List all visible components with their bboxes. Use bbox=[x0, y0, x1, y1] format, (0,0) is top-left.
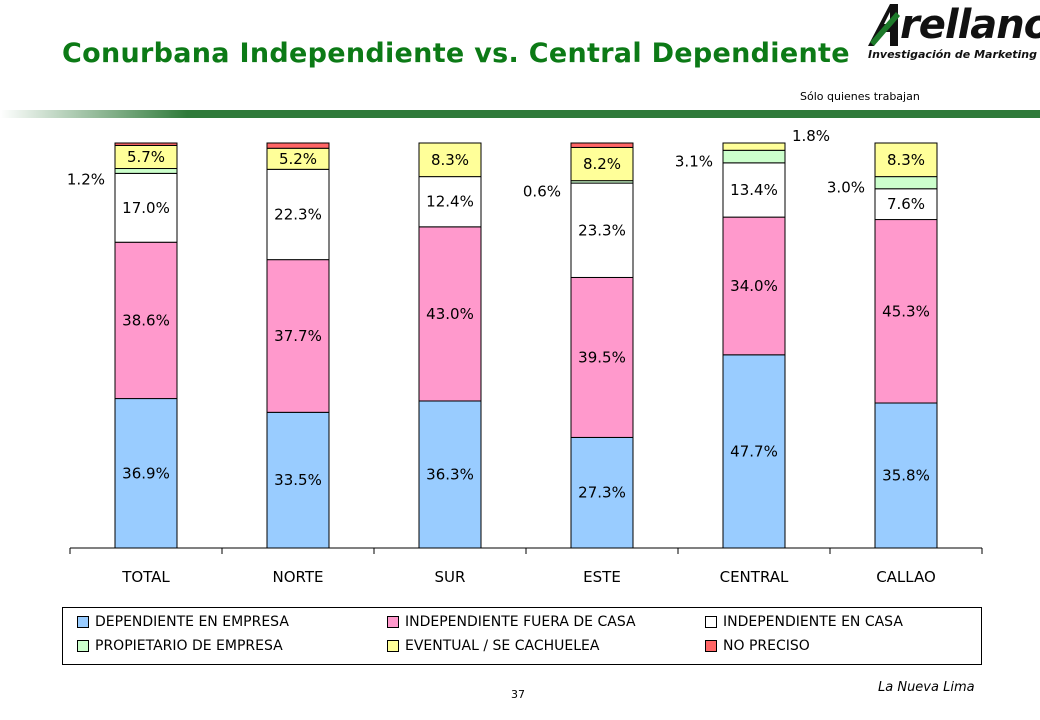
x-tick-label: NORTE bbox=[273, 568, 324, 586]
bar-segment bbox=[418, 226, 482, 402]
data-label: 45.3% bbox=[882, 302, 930, 320]
data-label: 3.0% bbox=[827, 179, 865, 197]
data-label: 8.3% bbox=[431, 151, 469, 169]
x-tick-label: SUR bbox=[435, 568, 466, 586]
bar-segment bbox=[570, 182, 634, 278]
data-label: 3.1% bbox=[675, 152, 713, 170]
data-label: 33.5% bbox=[274, 471, 322, 489]
bar-segment bbox=[874, 176, 938, 190]
bar-segment bbox=[266, 259, 330, 413]
logo-wordmark: rellano bbox=[900, 2, 1040, 48]
legend-item: PROPIETARIO DE EMPRESA bbox=[77, 638, 283, 654]
bar-segment bbox=[114, 142, 178, 146]
legend-swatch bbox=[387, 640, 399, 652]
legend-item: DEPENDIENTE EN EMPRESA bbox=[77, 614, 289, 630]
legend-item: EVENTUAL / SE CACHUELEA bbox=[387, 638, 599, 654]
bar-segment bbox=[874, 219, 938, 404]
data-label: 23.3% bbox=[578, 221, 626, 239]
legend-item: INDEPENDIENTE EN CASA bbox=[705, 614, 903, 630]
legend-swatch bbox=[387, 616, 399, 628]
x-tick-label: CALLAO bbox=[876, 568, 936, 586]
bar-segment bbox=[570, 276, 634, 438]
legend-label: EVENTUAL / SE CACHUELEA bbox=[405, 638, 600, 654]
data-label: 39.5% bbox=[578, 348, 626, 366]
x-tick-label: ESTE bbox=[583, 568, 621, 586]
x-tick-label: CENTRAL bbox=[720, 568, 789, 586]
bar-segment bbox=[874, 402, 938, 549]
bar-segment bbox=[114, 241, 178, 400]
bar-segment bbox=[418, 400, 482, 549]
bar-segment bbox=[266, 168, 330, 261]
bar-segment bbox=[114, 168, 178, 174]
chart-legend: DEPENDIENTE EN EMPRESA INDEPENDIENTE FUER… bbox=[62, 607, 982, 665]
data-label: 5.7% bbox=[127, 148, 165, 166]
data-label: 0.6% bbox=[523, 183, 561, 201]
legend-label: INDEPENDIENTE EN CASA bbox=[723, 614, 903, 630]
bar-segment bbox=[874, 142, 938, 178]
legend-item: INDEPENDIENTE FUERA DE CASA bbox=[387, 614, 636, 630]
bar-segment bbox=[418, 176, 482, 228]
page-title: Conurbana Independiente vs. Central Depe… bbox=[62, 38, 850, 69]
data-label: 47.7% bbox=[730, 442, 778, 460]
bar-segment bbox=[570, 146, 634, 182]
data-label: 37.7% bbox=[274, 327, 322, 345]
bar-segment bbox=[722, 142, 786, 151]
legend-label: INDEPENDIENTE FUERA DE CASA bbox=[405, 614, 636, 630]
data-label: 1.2% bbox=[67, 171, 105, 189]
data-label: 38.6% bbox=[122, 311, 170, 329]
data-label: 12.4% bbox=[426, 193, 474, 211]
data-label: 43.0% bbox=[426, 305, 474, 323]
data-label: 34.0% bbox=[730, 277, 778, 295]
data-label: 36.3% bbox=[426, 465, 474, 483]
bar-segment bbox=[722, 149, 786, 164]
bar-segment bbox=[722, 354, 786, 549]
bar-segment bbox=[874, 188, 938, 221]
data-label: 36.9% bbox=[122, 464, 170, 482]
bar-segment bbox=[114, 398, 178, 549]
page-number: 37 bbox=[511, 688, 525, 701]
bar-segment bbox=[570, 142, 634, 148]
data-label: 7.6% bbox=[887, 195, 925, 213]
legend-item: NO PRECISO bbox=[705, 638, 810, 654]
legend-label: PROPIETARIO DE EMPRESA bbox=[95, 638, 283, 654]
data-label: 17.0% bbox=[122, 199, 170, 217]
stacked-bar-chart: 36.9% 38.6% 17.0% 1.2% 5.7% TOTAL 33.5% 37.7% 22… bbox=[67, 127, 983, 586]
arellano-logo: rellano Investigación de Marketing bbox=[862, 2, 1040, 64]
bar-segment bbox=[266, 142, 330, 149]
bar-segment bbox=[418, 142, 482, 178]
legend-swatch bbox=[77, 640, 89, 652]
data-label: 8.2% bbox=[583, 155, 621, 173]
subnote: Sólo quienes trabajan bbox=[800, 90, 920, 103]
legend-label: DEPENDIENTE EN EMPRESA bbox=[95, 614, 289, 630]
header-rule bbox=[0, 110, 1040, 118]
x-tick-label: TOTAL bbox=[121, 568, 170, 586]
data-label: 8.3% bbox=[887, 151, 925, 169]
legend-swatch bbox=[77, 616, 89, 628]
footer-note: La Nueva Lima bbox=[878, 680, 975, 695]
data-label: 13.4% bbox=[730, 181, 778, 199]
data-label: 27.3% bbox=[578, 484, 626, 502]
legend-swatch bbox=[705, 640, 717, 652]
data-label: 5.2% bbox=[279, 150, 317, 168]
data-label: 35.8% bbox=[882, 467, 930, 485]
data-label: 1.8% bbox=[792, 127, 830, 145]
data-label: 22.3% bbox=[274, 205, 322, 223]
logo-a-icon bbox=[868, 4, 900, 46]
legend-label: NO PRECISO bbox=[723, 638, 810, 654]
logo-tagline: Investigación de Marketing bbox=[868, 48, 1038, 61]
bar-segment bbox=[722, 216, 786, 356]
bar-segment bbox=[266, 411, 330, 549]
bar-segment bbox=[114, 172, 178, 243]
legend-swatch bbox=[705, 616, 717, 628]
